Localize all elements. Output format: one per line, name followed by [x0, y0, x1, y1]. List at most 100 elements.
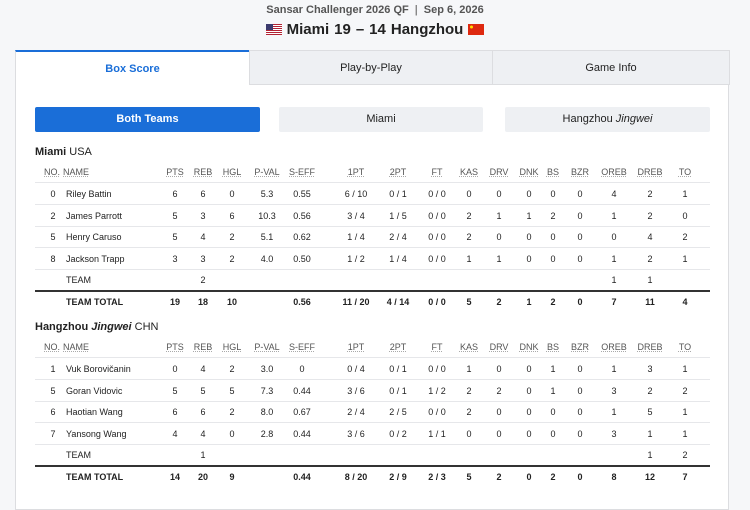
cell: 0 — [172, 364, 178, 374]
column-header: 1PT — [347, 167, 365, 177]
row-divider — [35, 400, 710, 402]
cell: 6 — [172, 407, 178, 417]
cell: 0 — [611, 232, 617, 242]
total-cell: 12 — [644, 471, 655, 482]
cell: 1 / 1 — [428, 428, 446, 439]
cell: 0 — [577, 364, 583, 374]
filter-button[interactable]: Miami — [279, 107, 483, 132]
tab[interactable]: Game Info — [492, 50, 730, 85]
cell: 6 — [200, 407, 206, 417]
cell: 3 / 6 — [347, 385, 365, 396]
column-header: OREB — [601, 342, 627, 352]
cell: 0.67 — [293, 407, 311, 417]
total-cell: 2 / 9 — [389, 471, 407, 482]
cell: TEAM — [66, 275, 92, 285]
team-label: Hangzhou Jingwei CHN — [35, 320, 158, 334]
cell: 1 — [550, 385, 556, 396]
column-header: NAME — [63, 342, 90, 352]
cell: James Parrott — [66, 210, 123, 221]
cell: 5.1 — [260, 232, 274, 242]
cell: 2 — [682, 232, 688, 242]
cell: 5 — [50, 232, 56, 242]
row-divider — [35, 422, 710, 423]
cell: 7 — [50, 428, 56, 439]
cell: 5 — [200, 385, 206, 396]
row-divider — [35, 357, 710, 358]
cell: 1 — [50, 364, 56, 374]
total-cell: 10 — [226, 296, 237, 307]
cell: 6 — [50, 407, 56, 417]
cell: 0 — [299, 364, 305, 374]
cell: 0 — [466, 189, 472, 199]
cell: 4 — [647, 232, 653, 242]
cell: 0 — [496, 364, 502, 374]
cell: 1 — [466, 253, 472, 264]
filter-italic: Jingwei — [615, 113, 653, 125]
column-header: 2PT — [389, 167, 407, 177]
total-cell: 7 — [611, 296, 617, 307]
cell: 6 — [172, 189, 178, 199]
total-cell: 2 — [550, 471, 556, 482]
column-header: PTS — [166, 167, 184, 177]
cell: 1 — [496, 210, 502, 221]
cell: 0 — [526, 189, 532, 199]
cell: 0 — [550, 407, 556, 417]
team-nickname: Jingwei — [91, 321, 132, 333]
cell: 3 — [647, 364, 653, 374]
total-cell: 5 — [466, 471, 472, 482]
cell: 3 / 4 — [347, 210, 365, 221]
cell: 0 / 0 — [428, 210, 446, 221]
cell: 0 — [682, 210, 688, 221]
tab[interactable]: Box Score — [15, 50, 250, 85]
cell: 0 — [577, 210, 583, 221]
cell: 1 — [611, 275, 617, 285]
cell: 1 / 2 — [428, 385, 446, 396]
cell: 2 / 4 — [347, 407, 365, 417]
column-header: BS — [546, 342, 559, 352]
column-header: PTS — [166, 342, 184, 352]
column-header: DNK — [519, 342, 539, 352]
cell: 0 / 0 — [428, 407, 446, 417]
column-header: KAS — [459, 167, 478, 177]
cell: 0 — [526, 253, 532, 264]
cell: 1 — [496, 253, 502, 264]
total-cell: 8 — [611, 471, 617, 482]
column-header: NO. — [44, 342, 61, 352]
column-header: OREB — [601, 167, 627, 177]
away-team: Hangzhou — [390, 21, 464, 38]
row-divider — [35, 443, 710, 445]
cell: 1 — [611, 364, 617, 374]
us-flag — [265, 24, 282, 35]
cell: 0.55 — [293, 189, 311, 199]
column-header: REB — [193, 342, 213, 352]
filter-button[interactable]: Hangzhou Jingwei — [505, 107, 710, 132]
date: Sep 6, 2026 — [423, 4, 484, 16]
column-header: FT — [431, 167, 443, 177]
cell: 0 — [526, 407, 532, 417]
filter-button[interactable]: Both Teams — [35, 107, 260, 132]
cell: 5 — [50, 385, 56, 396]
column-header: P-VAL — [254, 167, 280, 177]
total-cell: 0 / 0 — [428, 296, 446, 307]
cell: Haotian Wang — [66, 407, 123, 417]
cell: 2 — [647, 253, 653, 264]
total-cell: 18 — [197, 296, 208, 307]
cell: 0 — [50, 189, 56, 199]
separator: | — [414, 4, 418, 16]
cell: 5 — [647, 407, 653, 417]
cell: 5 — [172, 385, 178, 396]
total-cell: 0.44 — [293, 471, 311, 482]
total-cell: 4 / 14 — [386, 296, 410, 307]
cell: 0 / 1 — [389, 189, 407, 199]
cell: 0.50 — [293, 253, 311, 264]
cell: 1 — [682, 407, 688, 417]
cell: 7.3 — [260, 385, 274, 396]
cell: 3 — [611, 428, 617, 439]
cell: Vuk Borovičanin — [66, 364, 131, 374]
tab[interactable]: Play-by-Play — [249, 50, 493, 85]
column-header: NAME — [63, 167, 90, 177]
total-cell: 9 — [229, 471, 235, 482]
event: Sansar Challenger 2026 QF — [266, 4, 409, 16]
cell: 0 — [550, 189, 556, 199]
cell: 0 — [496, 232, 502, 242]
